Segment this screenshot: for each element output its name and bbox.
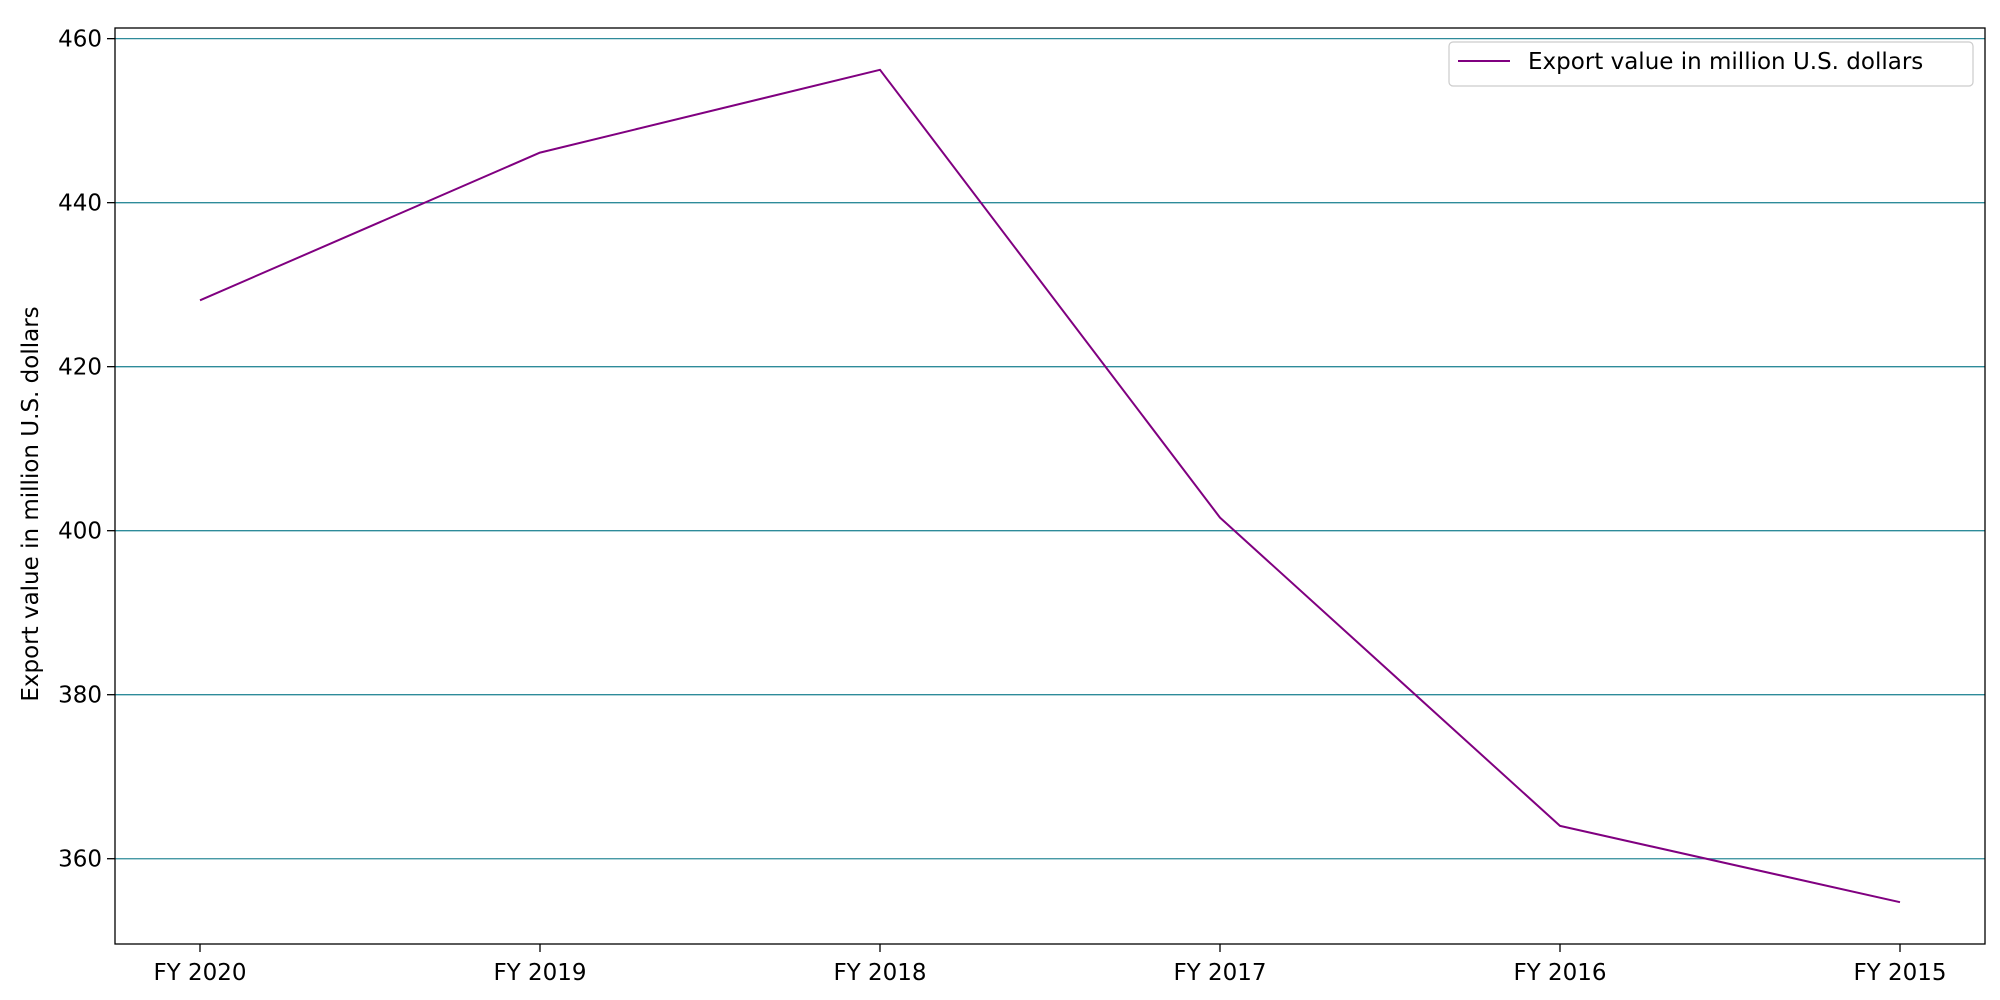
x-tick-label-3: FY 2017 [1173, 960, 1266, 986]
y-tick-label-360: 360 [58, 847, 102, 873]
x-tick-label-4: FY 2016 [1513, 960, 1606, 986]
series-line-0 [199, 68, 1901, 904]
legend-box [1448, 41, 1974, 87]
x-tick-label-5: FY 2015 [1853, 960, 1946, 986]
x-tick-label-0: FY 2020 [153, 960, 246, 986]
legend: Export value in million U.S. dollars [1448, 41, 1974, 87]
y-axis-label: Export value in million U.S. dollars [18, 306, 44, 701]
y-tick-label-420: 420 [58, 355, 102, 381]
x-axis: FY 2020 FY 2019 FY 2018 FY 2017 FY 2016 FY 20… [153, 944, 1947, 986]
y-tick-label-380: 380 [58, 683, 102, 709]
y-tick-label-400: 400 [58, 519, 102, 545]
series-layer [199, 68, 1901, 904]
x-tick-label-2: FY 2018 [833, 960, 926, 986]
legend-label: Export value in million U.S. dollars [1528, 49, 1923, 75]
y-tick-label-440: 440 [58, 191, 102, 217]
plot-frame [114, 27, 1986, 945]
y-tick-label-460: 460 [58, 27, 102, 53]
x-tick-label-1: FY 2019 [493, 960, 586, 986]
y-axis: 360 380 400 420 440 460 [58, 27, 115, 873]
